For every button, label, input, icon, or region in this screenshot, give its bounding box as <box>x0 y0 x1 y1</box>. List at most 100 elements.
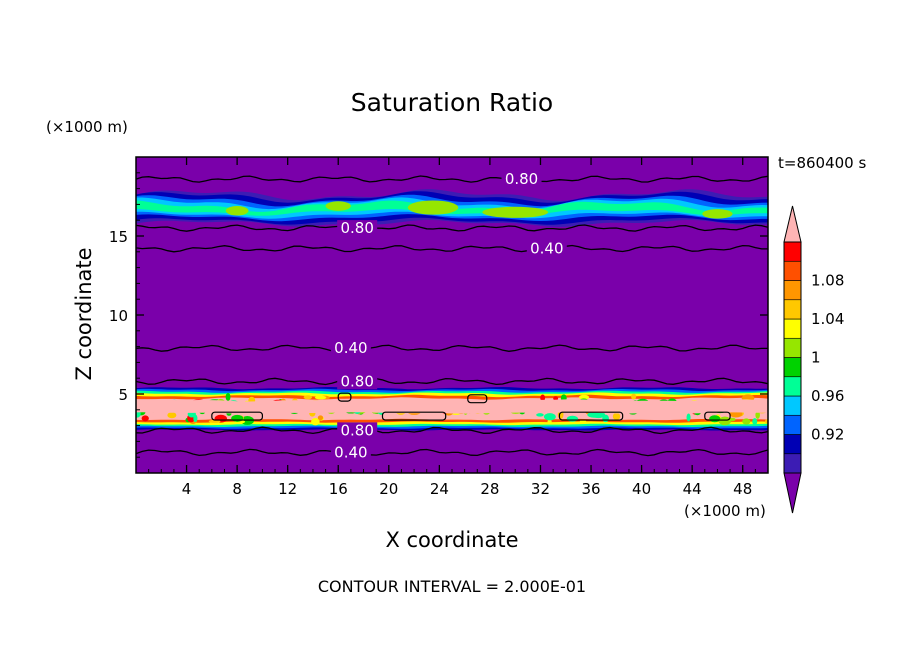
contour-line <box>136 448 768 457</box>
upper-band-patch <box>482 206 549 218</box>
closed-contour <box>211 411 263 421</box>
colorbar-segment <box>783 260 802 281</box>
x-axis-label: X coordinate <box>385 528 519 552</box>
lower-band-speckle <box>225 393 231 401</box>
lower-band-speckle <box>578 394 590 400</box>
upper-band-patch <box>325 201 351 211</box>
colorbar-segment <box>783 318 802 339</box>
contour-label-bg <box>330 444 371 461</box>
contour-line <box>136 175 768 183</box>
colorbar-segment <box>783 357 802 378</box>
upper-band-patch <box>407 200 459 215</box>
y-tick-label: 15 <box>109 228 128 246</box>
x-tick-label: 12 <box>278 480 297 498</box>
colorbar-frame <box>783 241 802 474</box>
time-label: t=860400 s <box>778 154 867 172</box>
lower-band-speckle <box>536 413 544 417</box>
colorbar-segment <box>783 337 802 358</box>
contour-label: 0.80 <box>340 372 373 390</box>
contour-lines: 0.80 0.80 0.40 0.40 0.80 0.80 0.40 <box>136 170 768 461</box>
contour-label-bg <box>337 220 378 237</box>
x-tick-label: 44 <box>683 480 702 498</box>
closed-contour <box>467 394 488 404</box>
contour-label: 0.80 <box>340 421 373 439</box>
contour-label-bg <box>337 422 378 439</box>
y-tick-label: 5 <box>118 386 128 404</box>
lower-band-speckle <box>167 412 177 419</box>
colorbar-segment <box>783 434 802 455</box>
colorbar-segment <box>783 280 802 301</box>
contour-line <box>136 244 768 253</box>
closed-contour <box>381 411 447 421</box>
lower-band-speckle <box>566 415 579 422</box>
colorbar-segment <box>783 414 802 435</box>
closed-contour <box>337 392 352 402</box>
upper-band-patch <box>702 209 733 219</box>
contour-line <box>136 224 768 232</box>
z-axis-unit: (×1000 m) <box>46 118 128 136</box>
x-tick-label: 8 <box>232 480 242 498</box>
lower-band-speckle <box>587 411 602 418</box>
x-tick-label: 4 <box>182 480 192 498</box>
colorbar-label: 1.08 <box>811 272 844 290</box>
contour-label-bg <box>526 240 567 257</box>
lower-band-speckle <box>141 415 149 422</box>
lower-band-speckle <box>631 393 637 400</box>
colorbar-segment <box>783 241 802 262</box>
x-tick-label: 24 <box>430 480 449 498</box>
colorbar-bottom-arrow <box>783 472 802 514</box>
lower-band-speckle <box>231 414 244 422</box>
colorbar-label: 1.04 <box>811 310 844 328</box>
closed-contour <box>704 411 731 421</box>
colorbar-segment <box>783 299 802 320</box>
lower-band-speckle <box>314 395 327 400</box>
lower-band-speckle <box>764 419 768 424</box>
contour-label: 0.40 <box>530 240 563 258</box>
contour-line <box>136 344 768 352</box>
lower-band-speckle <box>686 413 691 422</box>
x-tick-label: 48 <box>733 480 752 498</box>
colorbar-label: 0.92 <box>811 426 844 444</box>
contour-line <box>136 426 768 435</box>
lower-band-speckle <box>543 413 556 421</box>
x-tick-label: 40 <box>632 480 651 498</box>
lower-band-speckle <box>193 414 198 423</box>
colorbar-segment <box>783 376 802 397</box>
x-tick-label: 28 <box>480 480 499 498</box>
lower-band-speckle <box>303 395 313 400</box>
contour-label-bg <box>501 171 542 188</box>
y-tick-label: 10 <box>109 307 128 325</box>
colorbar: 0.92 0.96 1 1.04 1.08 <box>783 205 844 514</box>
contour-label: 0.80 <box>505 170 538 188</box>
colorbar-label: 1 <box>811 349 821 367</box>
x-axis-unit: (×1000 m) <box>684 502 766 520</box>
lower-band-core <box>136 399 768 414</box>
colorbar-label: 0.96 <box>811 387 844 405</box>
chart-title: Saturation Ratio <box>350 88 554 117</box>
lower-band-speckle <box>709 415 721 423</box>
contour-label: 0.80 <box>340 219 373 237</box>
upper-band-layer <box>136 200 768 216</box>
closed-contour <box>558 411 624 421</box>
x-tick-label: 32 <box>531 480 550 498</box>
colorbar-top-arrow <box>783 205 802 243</box>
lower-band-speckle <box>311 418 320 426</box>
contour-label-bg <box>337 373 378 390</box>
lower-band-speckle <box>540 394 546 402</box>
colorbar-segment <box>783 453 802 474</box>
contour-interval-note: CONTOUR INTERVAL = 2.000E-01 <box>317 577 587 596</box>
lower-band-speckle <box>547 419 552 424</box>
plot-field <box>136 157 768 473</box>
lower-band-speckle <box>742 418 751 425</box>
x-tick-label: 20 <box>379 480 398 498</box>
contour-label: 0.40 <box>334 339 367 357</box>
contour-label-bg <box>330 340 371 357</box>
lower-band-speckle <box>718 416 732 426</box>
x-tick-label: 16 <box>329 480 348 498</box>
x-tick-label: 36 <box>581 480 600 498</box>
contour-label: 0.40 <box>334 443 367 461</box>
colorbar-segment <box>783 395 802 416</box>
upper-band-patch <box>225 205 249 216</box>
